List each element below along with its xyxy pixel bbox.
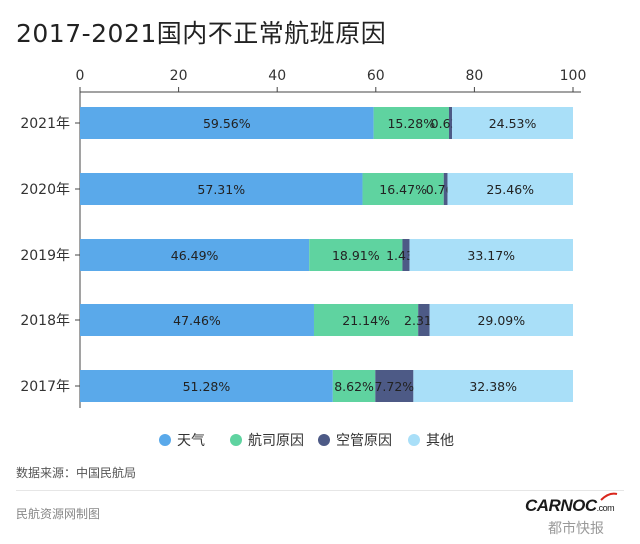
plane-swoosh-icon [600, 492, 618, 501]
bar-segment [309, 239, 403, 271]
bar-segment [418, 304, 430, 336]
legend-marker [408, 434, 420, 446]
chart-title: 2017-2021国内不正常航班原因 [16, 19, 387, 48]
legend-label: 天气 [177, 433, 205, 449]
bar-segment [332, 370, 376, 402]
bar-segment [452, 107, 573, 139]
x-tick-label: 100 [560, 68, 587, 84]
data-label: 18.91% [332, 248, 380, 263]
category-label: 2021年 [20, 116, 70, 132]
x-tick-label: 80 [465, 68, 483, 84]
data-label: 29.09% [477, 313, 525, 328]
legend-marker [230, 434, 242, 446]
data-label: 24.53% [489, 116, 537, 131]
bar-segment [80, 107, 374, 139]
bar-segment [402, 239, 410, 271]
bar-segment [409, 239, 573, 271]
category-label: 2019年 [20, 248, 70, 264]
data-label: 33.17% [467, 248, 515, 263]
data-label: 46.49% [171, 248, 219, 263]
legend-label: 航司原因 [248, 433, 304, 449]
data-label: 25.46% [486, 182, 534, 197]
x-tick-label: 40 [268, 68, 286, 84]
legend-marker [318, 434, 330, 446]
data-label: 57.31% [197, 182, 245, 197]
data-source: 数据来源：中国民航局 [16, 466, 137, 480]
legend-marker [159, 434, 171, 446]
bar-segment [448, 107, 453, 139]
x-tick-label: 0 [76, 68, 85, 84]
weibo-watermark: 都市快报 [548, 521, 604, 537]
data-label: 21.14% [342, 313, 390, 328]
bar-segment [80, 239, 310, 271]
footer-divider [16, 490, 624, 491]
logo-suffix: .com [596, 503, 615, 513]
legend-label: 其他 [426, 433, 454, 449]
data-label: 47.46% [173, 313, 221, 328]
category-label: 2020年 [20, 182, 70, 198]
x-tick-label: 60 [367, 68, 385, 84]
bar-segment [413, 370, 573, 402]
logo-text: CARNOC [525, 496, 597, 515]
data-label: 16.47% [379, 182, 427, 197]
data-label: 59.56% [203, 116, 251, 131]
bar-segment [429, 304, 573, 336]
bar-segment [80, 304, 314, 336]
category-label: 2018年 [20, 313, 70, 329]
bar-segment [313, 304, 419, 336]
data-label: 32.38% [469, 379, 517, 394]
bar-segment [362, 173, 444, 205]
data-label: 15.28% [387, 116, 435, 131]
data-label: 51.28% [183, 379, 231, 394]
carnoc-logo: CARNOC.com [525, 496, 615, 516]
data-label: 7.72% [374, 379, 414, 394]
bar-segment [80, 370, 333, 402]
category-label: 2017年 [20, 379, 70, 395]
bar-segment [375, 370, 414, 402]
producer-credit: 民航资源网制图 [16, 507, 101, 521]
data-label: 8.62% [334, 379, 374, 394]
bar-segment [373, 107, 449, 139]
x-tick-label: 20 [170, 68, 188, 84]
bar-segment [443, 173, 448, 205]
bar-segment [447, 173, 573, 205]
legend-label: 空管原因 [336, 433, 392, 449]
bar-segment [80, 173, 363, 205]
